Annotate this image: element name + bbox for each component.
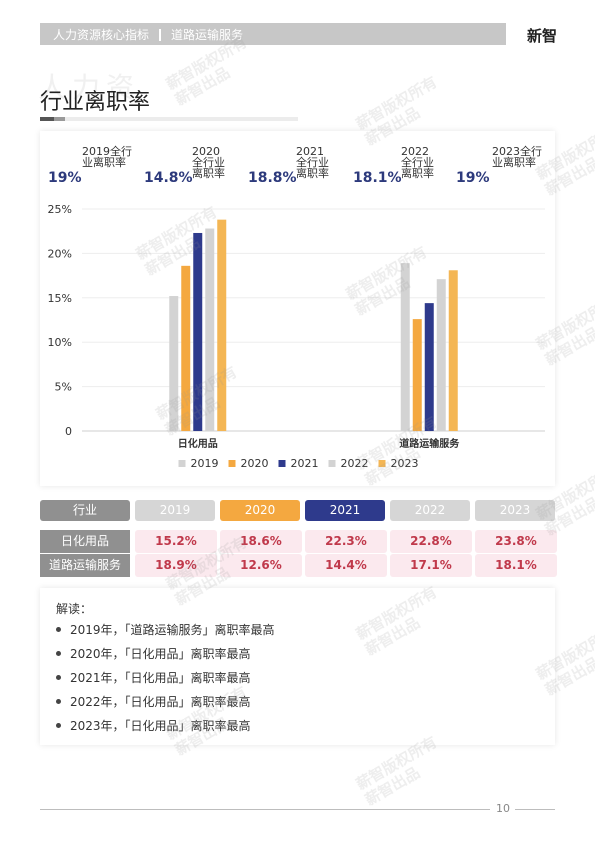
table-header-2023: 2023 bbox=[475, 500, 555, 521]
y-tick-label: 25% bbox=[48, 203, 72, 216]
legend-swatch-2022 bbox=[328, 460, 336, 467]
legend-swatch-2021 bbox=[278, 460, 286, 467]
bar-2019 bbox=[400, 263, 410, 431]
note-text: 2021年，「日化用品」离职率最高 bbox=[70, 671, 251, 685]
title-rule-accent bbox=[40, 117, 54, 121]
title-ghost-text: 人力资 bbox=[38, 71, 141, 104]
title-rule-accent-mid bbox=[54, 117, 65, 121]
page-number: 10 bbox=[496, 802, 510, 815]
header-section: 人力资源核心指标 bbox=[53, 28, 150, 42]
table-header-2021: 2021 bbox=[305, 500, 385, 521]
table-cell: 23.8% bbox=[475, 530, 557, 553]
legend-label: 2023 bbox=[391, 457, 419, 470]
header-industry: 道路运输服务 bbox=[171, 28, 244, 42]
header-breadcrumb: 人力资源核心指标 道路运输服务 bbox=[53, 26, 243, 43]
bullet-icon bbox=[56, 675, 61, 680]
kpi-label: 2019全行业离职率 bbox=[82, 145, 132, 169]
note-item: 2023年，「日化用品」离职率最高 bbox=[56, 717, 251, 734]
y-tick-label: 5% bbox=[55, 381, 72, 394]
table-cell: 18.6% bbox=[220, 530, 302, 553]
note-item: 2019年，「道路运输服务」离职率最高 bbox=[56, 621, 275, 638]
kpi-label: 2020全行业离职率 bbox=[192, 145, 225, 180]
title-rule bbox=[40, 117, 298, 121]
table-cell: 18.9% bbox=[135, 554, 217, 577]
legend-label: 2022 bbox=[341, 457, 369, 470]
x-tick-label: 道路运输服务 bbox=[399, 437, 460, 450]
legend-swatch-2023 bbox=[378, 460, 386, 467]
note-item: 2021年，「日化用品」离职率最高 bbox=[56, 669, 251, 686]
kpi-value: 19% bbox=[48, 170, 82, 186]
watermark-text: 薪智出品 bbox=[172, 63, 233, 109]
header-divider bbox=[159, 29, 162, 41]
footer-rule-right bbox=[515, 809, 555, 810]
kpi-value: 18.1% bbox=[353, 170, 402, 186]
bullet-icon bbox=[56, 699, 61, 704]
table-cell: 15.2% bbox=[135, 530, 217, 553]
bar-2022 bbox=[436, 279, 446, 431]
y-tick-label: 10% bbox=[48, 336, 72, 349]
bar-2023 bbox=[217, 219, 227, 431]
bullet-icon bbox=[56, 627, 61, 632]
legend-label: 2020 bbox=[241, 457, 269, 470]
watermark-text: 薪智出品 bbox=[362, 763, 423, 809]
y-tick-label: 15% bbox=[48, 292, 72, 305]
note-item: 2020年，「日化用品」离职率最高 bbox=[56, 645, 251, 662]
kpi-value: 18.8% bbox=[248, 170, 297, 186]
table-header-2020: 2020 bbox=[220, 500, 300, 521]
kpi-label: 2023全行业离职率 bbox=[492, 145, 542, 169]
table-row-label: 道路运输服务 bbox=[40, 554, 130, 577]
bar-chart: 25% 20% 15% 10% 5% 0 日化用品 道路运输服务 2019 2020 2021 202… bbox=[48, 203, 545, 470]
table-cell: 12.6% bbox=[220, 554, 302, 577]
bar-2020 bbox=[412, 319, 422, 431]
notes-title: 解读： bbox=[56, 602, 93, 616]
page-title: 行业离职率 bbox=[40, 90, 151, 115]
table-cell: 18.1% bbox=[475, 554, 557, 577]
note-text: 2022年，「日化用品」离职率最高 bbox=[70, 695, 251, 709]
legend-swatch-2020 bbox=[228, 460, 236, 467]
bar-2023 bbox=[448, 270, 458, 431]
note-text: 2019年，「道路运输服务」离职率最高 bbox=[70, 623, 275, 637]
y-tick-label: 0 bbox=[65, 425, 72, 438]
bar-2019 bbox=[169, 296, 179, 431]
bar-2021 bbox=[193, 232, 203, 431]
legend-swatch-2019 bbox=[178, 460, 186, 467]
legend-label: 2021 bbox=[291, 457, 319, 470]
note-text: 2023年，「日化用品」离职率最高 bbox=[70, 719, 251, 733]
watermark-text: 薪智版权所有 bbox=[353, 73, 440, 134]
x-tick-label: 日化用品 bbox=[178, 437, 218, 450]
kpi-value: 14.8% bbox=[144, 170, 193, 186]
header-bar bbox=[40, 23, 506, 45]
table-header-2022: 2022 bbox=[390, 500, 470, 521]
brand-logo-text: 新智 bbox=[527, 27, 558, 45]
legend-label: 2019 bbox=[191, 457, 219, 470]
y-tick-label: 20% bbox=[48, 247, 72, 260]
bullet-icon bbox=[56, 651, 61, 656]
chart-card bbox=[40, 131, 555, 486]
kpi-label: 2022全行业离职率 bbox=[401, 145, 434, 180]
notes-card bbox=[40, 588, 555, 745]
footer-rule-left bbox=[40, 809, 490, 810]
table-cell: 22.8% bbox=[390, 530, 472, 553]
table-cell: 17.1% bbox=[390, 554, 472, 577]
bar-2020 bbox=[181, 265, 191, 431]
bar-2021 bbox=[424, 303, 434, 431]
note-text: 2020年，「日化用品」离职率最高 bbox=[70, 647, 251, 661]
bar-2022 bbox=[205, 228, 215, 431]
note-item: 2022年，「日化用品」离职率最高 bbox=[56, 693, 251, 710]
table-header-industry: 行业 bbox=[40, 500, 130, 521]
kpi-value: 19% bbox=[456, 170, 490, 186]
table-row-label: 日化用品 bbox=[40, 530, 130, 553]
table-cell: 14.4% bbox=[305, 554, 387, 577]
bullet-icon bbox=[56, 723, 61, 728]
table-header-2019: 2019 bbox=[135, 500, 215, 521]
kpi-label: 2021全行业离职率 bbox=[296, 145, 329, 180]
table-cell: 22.3% bbox=[305, 530, 387, 553]
